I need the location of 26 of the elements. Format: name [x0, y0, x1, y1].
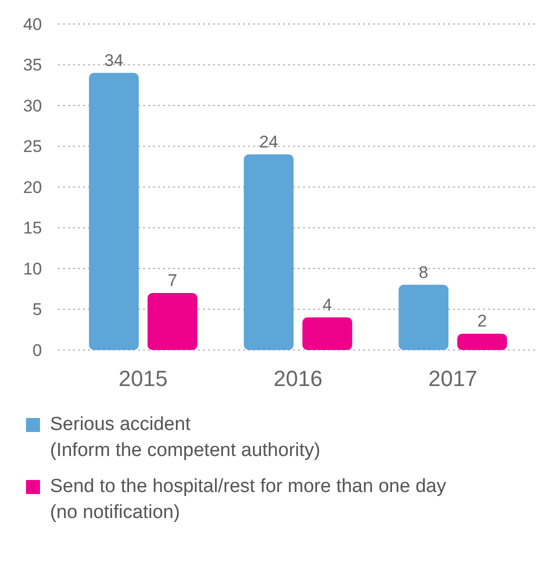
data-label: 24	[259, 132, 278, 152]
y-tick-label: 15	[23, 218, 42, 238]
y-tick-label: 10	[23, 259, 42, 278]
legend-label: Send to the hospital/rest for more than one day (no notification)	[50, 476, 447, 523]
bar	[88, 72, 139, 350]
y-tick-label: 20	[23, 178, 42, 197]
y-tick-label: 5	[32, 300, 42, 320]
data-label: 7	[168, 270, 178, 290]
x-tick-label: 2015	[118, 366, 168, 391]
data-label: 34	[104, 50, 124, 70]
bar	[302, 317, 352, 350]
x-tick-label: 2016	[274, 366, 322, 391]
data-label: 2	[477, 312, 487, 331]
y-tick-label: 0	[32, 340, 42, 360]
data-label: 8	[418, 262, 428, 282]
bar	[398, 284, 448, 350]
y-tick-label: 30	[23, 96, 42, 116]
bar	[244, 154, 294, 350]
legend-label: Serious accident (Inform the competent authority)	[50, 414, 320, 461]
x-tick-label: 2017	[428, 366, 478, 391]
bar	[148, 292, 198, 350]
bar	[457, 334, 508, 350]
data-label: 4	[322, 295, 332, 314]
y-tick-label: 25	[23, 137, 42, 156]
y-tick-label: 35	[23, 56, 42, 75]
y-tick-label: 40	[23, 14, 42, 34]
